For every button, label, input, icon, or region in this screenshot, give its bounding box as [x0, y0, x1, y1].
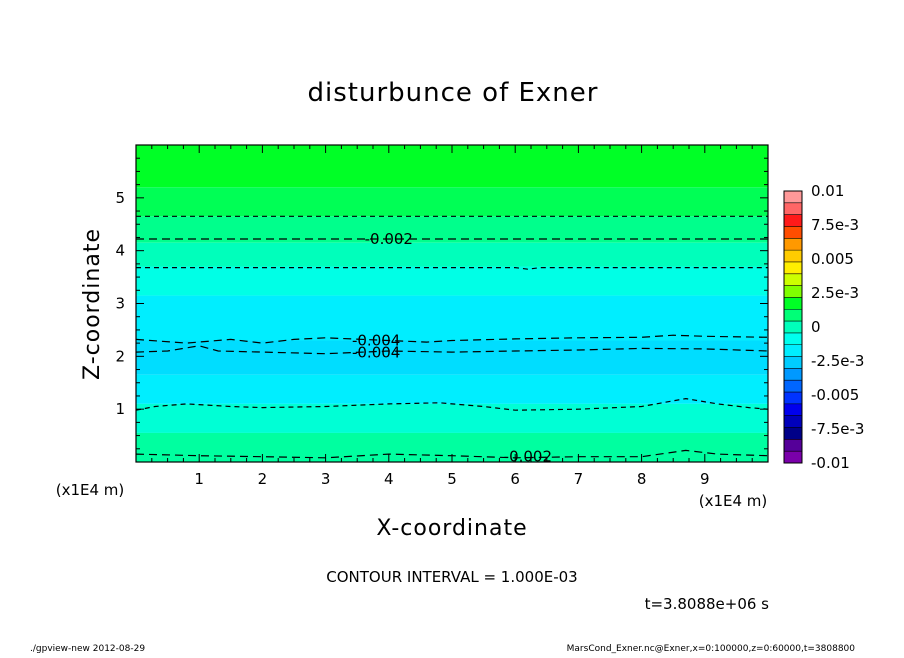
colorbar-segment [784, 321, 802, 334]
plot-area [136, 145, 768, 462]
time-stamp: t=3.8088e+06 s [645, 595, 770, 613]
y-tick-labels: 1 2 3 4 5 [115, 189, 125, 418]
colorbar-segment [784, 403, 802, 417]
contour-lines [135, 215, 769, 459]
colorbar-segment [784, 332, 802, 346]
x-tick-label: 4 [384, 470, 394, 488]
colorbar-segment [784, 214, 802, 227]
colorbar-segment [784, 439, 802, 452]
colorbar-label: -0.005 [811, 386, 859, 404]
contour-line-2 [136, 267, 768, 270]
colorbar-segment [784, 297, 802, 310]
x-tick-label: 3 [321, 470, 331, 488]
x-tick-labels: 1 2 3 4 5 6 7 8 9 [194, 470, 709, 488]
x-unit-label: (x1E4 m) [699, 492, 768, 510]
fill-band-3 [136, 242, 768, 267]
footer-right: MarsCond_Exner.nc@Exner,x=0:100000,z=0:6… [567, 644, 856, 654]
y-unit-label: (x1E4 m) [56, 481, 125, 499]
x-tick-label: 1 [194, 470, 204, 488]
colorbar-segment [784, 392, 802, 405]
colorbar-segment [784, 191, 802, 204]
colorbar-segment [784, 226, 802, 239]
y-tick-label: 2 [115, 347, 125, 365]
colorbar-segment [784, 309, 802, 322]
contour-label-6: -0.002 [504, 448, 552, 466]
fill-band-1 [136, 187, 768, 217]
y-tick-label: 1 [115, 400, 125, 418]
y-tick-label: 3 [115, 295, 125, 313]
colorbar-segment [784, 344, 802, 358]
colorbar-label: -2.5e-3 [811, 352, 864, 370]
x-tick-label: 7 [574, 470, 584, 488]
colorbar-segment [784, 451, 802, 464]
colorbar-label: -0.01 [811, 454, 850, 472]
fill-band-2 [136, 216, 768, 243]
contour-label-3: -0.004 [352, 331, 400, 349]
contour-line-3 [135, 334, 769, 344]
footer-left: ./gpview-new 2012-08-29 [30, 644, 145, 654]
colorbar-segment [784, 273, 802, 287]
colorbar-segment [784, 202, 802, 216]
contour-labels: -0.002 -0.004-0.004 -0.002 [352, 230, 552, 466]
colorbar-segment [784, 250, 802, 263]
y-tick-label: 5 [115, 189, 125, 207]
fill-band-8 [136, 403, 768, 433]
x-tick-label: 6 [510, 470, 520, 488]
fill-band-5 [136, 295, 768, 341]
colorbar-label: 7.5e-3 [811, 216, 859, 234]
contour-label-1: -0.002 [365, 230, 413, 248]
x-tick-label: 8 [637, 470, 647, 488]
x-tick-label: 5 [447, 470, 457, 488]
y-tick-label: 4 [115, 242, 125, 260]
colorbar-label: -7.5e-3 [811, 420, 864, 438]
colorbar-segment [784, 356, 802, 369]
colorbar-frame [783, 190, 803, 464]
colorbar-label: 0 [811, 318, 821, 336]
contour-interval-note: CONTOUR INTERVAL = 1.000E-03 [326, 568, 577, 586]
colorbar-labels: 0.01 7.5e-3 0.005 2.5e-3 0 -2.5e-3 -0.005 -7.5e… [811, 182, 864, 472]
chart-title: disturbunce of Exner [308, 78, 599, 108]
contour-line-5 [135, 397, 769, 411]
x-tick-label: 2 [258, 470, 268, 488]
fill-band-7 [136, 374, 768, 404]
colorbar-segment [784, 427, 802, 440]
tick-marks [136, 145, 768, 462]
colorbar-label: 0.005 [811, 250, 854, 268]
x-axis-title: X-coordinate [376, 516, 527, 541]
y-axis-title: Z-coordinate [80, 228, 105, 380]
colorbar-segment [784, 380, 802, 393]
fill-band-4 [136, 266, 768, 296]
x-tick-label: 9 [700, 470, 710, 488]
colorbar-segment [784, 261, 802, 275]
contour-line-4 [135, 345, 769, 355]
colorbar-segment [784, 238, 802, 251]
fill-band-6 [136, 340, 768, 375]
colorbar-segment [784, 285, 802, 298]
colorbar [784, 191, 802, 464]
colorbar-label: 2.5e-3 [811, 284, 859, 302]
colorbar-segment [784, 415, 802, 429]
colorbar-label: 0.01 [811, 182, 844, 200]
contour-label-4: -0.004 [352, 344, 400, 362]
colorbar-segment [784, 368, 802, 381]
